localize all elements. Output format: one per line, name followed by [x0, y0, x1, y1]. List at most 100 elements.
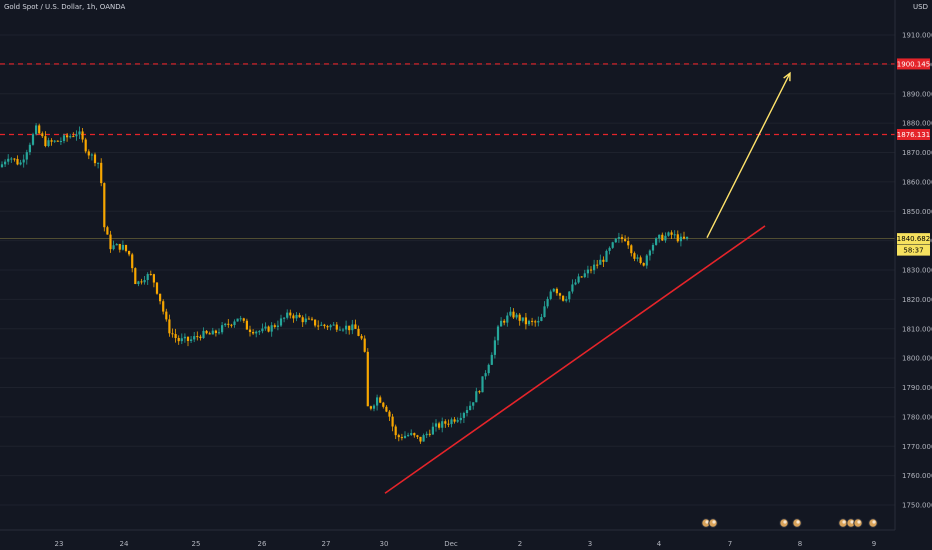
candle-body: [484, 373, 487, 377]
price-tick-label: 1880.000: [902, 120, 932, 128]
forecast-arrow-head: [783, 71, 791, 82]
event-markers: [701, 518, 878, 528]
candle-body: [109, 234, 112, 250]
candle-body: [369, 406, 372, 409]
candle-body: [645, 255, 648, 266]
candle-body: [686, 236, 689, 239]
candle-body: [496, 326, 500, 341]
candle-body: [428, 433, 431, 435]
candle-body: [648, 250, 651, 256]
candle-body: [270, 325, 273, 332]
price-tick-label: 1790.000: [902, 384, 932, 392]
candle-body: [165, 311, 168, 320]
candle-body: [304, 318, 307, 323]
forecast-arrow[interactable]: [706, 72, 791, 239]
candle-body: [7, 158, 10, 162]
candle-body: [617, 237, 620, 239]
candle-body: [137, 281, 140, 285]
candle-body: [661, 234, 664, 241]
candle-body: [534, 321, 537, 323]
countdown-label: 58:37: [903, 247, 923, 255]
price-tick-label: 1850.000: [902, 208, 932, 216]
resistance-price-label: 1876.131: [897, 131, 930, 139]
candle-body: [602, 259, 605, 262]
candle-body: [425, 433, 428, 436]
candle-body: [673, 234, 676, 236]
resistance-price-tag: [897, 58, 930, 70]
candle-body: [620, 237, 624, 240]
price-tick-label: 1910.000: [902, 32, 932, 40]
candle-body: [596, 264, 599, 266]
candle-body: [472, 402, 475, 406]
candle-body: [239, 318, 242, 320]
candle-body: [531, 320, 534, 322]
candle-body: [261, 328, 264, 332]
candle-body: [56, 140, 59, 142]
candle-body: [62, 135, 66, 141]
candle-body: [444, 421, 447, 424]
candle-body: [552, 288, 555, 292]
candle-body: [509, 311, 512, 316]
candle-body: [310, 318, 314, 320]
event-marker-dot: [850, 520, 854, 524]
candle-body: [565, 299, 568, 301]
candle-body: [438, 423, 441, 428]
candle-body: [124, 244, 128, 251]
candle-body: [81, 131, 84, 140]
candle-body: [279, 318, 283, 326]
candle-body: [35, 125, 38, 135]
candle-body: [41, 133, 44, 137]
time-tick-label: 3: [588, 540, 592, 548]
candle-body: [19, 162, 22, 165]
current-price-label: 1840.682: [897, 235, 930, 243]
candle-body: [527, 320, 531, 325]
price-axis[interactable]: 1750.000 1760.000 1770.000 1780.000 1790.000…: [894, 0, 932, 530]
candle-body: [391, 416, 394, 427]
candle-body: [103, 183, 106, 228]
chart-title: Gold Spot / U.S. Dollar, 1h, OANDA: [4, 3, 126, 11]
candle-body: [518, 314, 521, 321]
candle-body: [512, 311, 515, 318]
candle-body: [171, 333, 174, 335]
candle-body: [131, 254, 134, 269]
candle-body: [314, 319, 317, 326]
candle-body: [72, 136, 75, 138]
price-tick-label: 1760.000: [902, 472, 932, 480]
candle-body: [283, 317, 286, 319]
candle-body: [264, 326, 267, 329]
candle-body: [580, 276, 583, 278]
candle-body: [524, 317, 527, 325]
candle-body: [177, 337, 180, 342]
candle-body: [258, 331, 261, 333]
candle-body: [208, 333, 211, 335]
candle-body: [366, 351, 369, 407]
candle-body: [335, 324, 338, 330]
resistance-price-label: 1900.145: [897, 60, 930, 68]
event-marker-dot: [783, 520, 787, 524]
candle-body: [537, 320, 540, 323]
event-marker-dot: [872, 520, 876, 524]
price-tick-label: 1800.000: [902, 355, 932, 363]
candle-body: [329, 325, 332, 328]
candle-body: [407, 434, 410, 436]
price-tick-label: 1890.000: [902, 90, 932, 98]
candle-body: [571, 284, 574, 292]
candle-body: [608, 247, 611, 251]
time-axis[interactable]: 23 24 25 26 27 30 Dec 2 3 4 7 8 9: [0, 529, 895, 548]
time-tick-label: 27: [322, 540, 331, 548]
price-tick-label: 1770.000: [902, 443, 932, 451]
event-marker-dot: [712, 520, 716, 524]
candle-body: [379, 397, 382, 403]
time-tick-label: 2: [518, 540, 522, 548]
candle-body: [292, 315, 295, 319]
candles: [0, 123, 689, 444]
candle-body: [155, 282, 159, 294]
trend-line[interactable]: [384, 225, 766, 494]
candle-body: [506, 315, 509, 323]
candle-body: [10, 158, 13, 160]
time-tick-label: 24: [120, 540, 129, 548]
candle-body: [521, 317, 524, 321]
candle-body: [574, 282, 577, 285]
candle-body: [97, 162, 100, 164]
